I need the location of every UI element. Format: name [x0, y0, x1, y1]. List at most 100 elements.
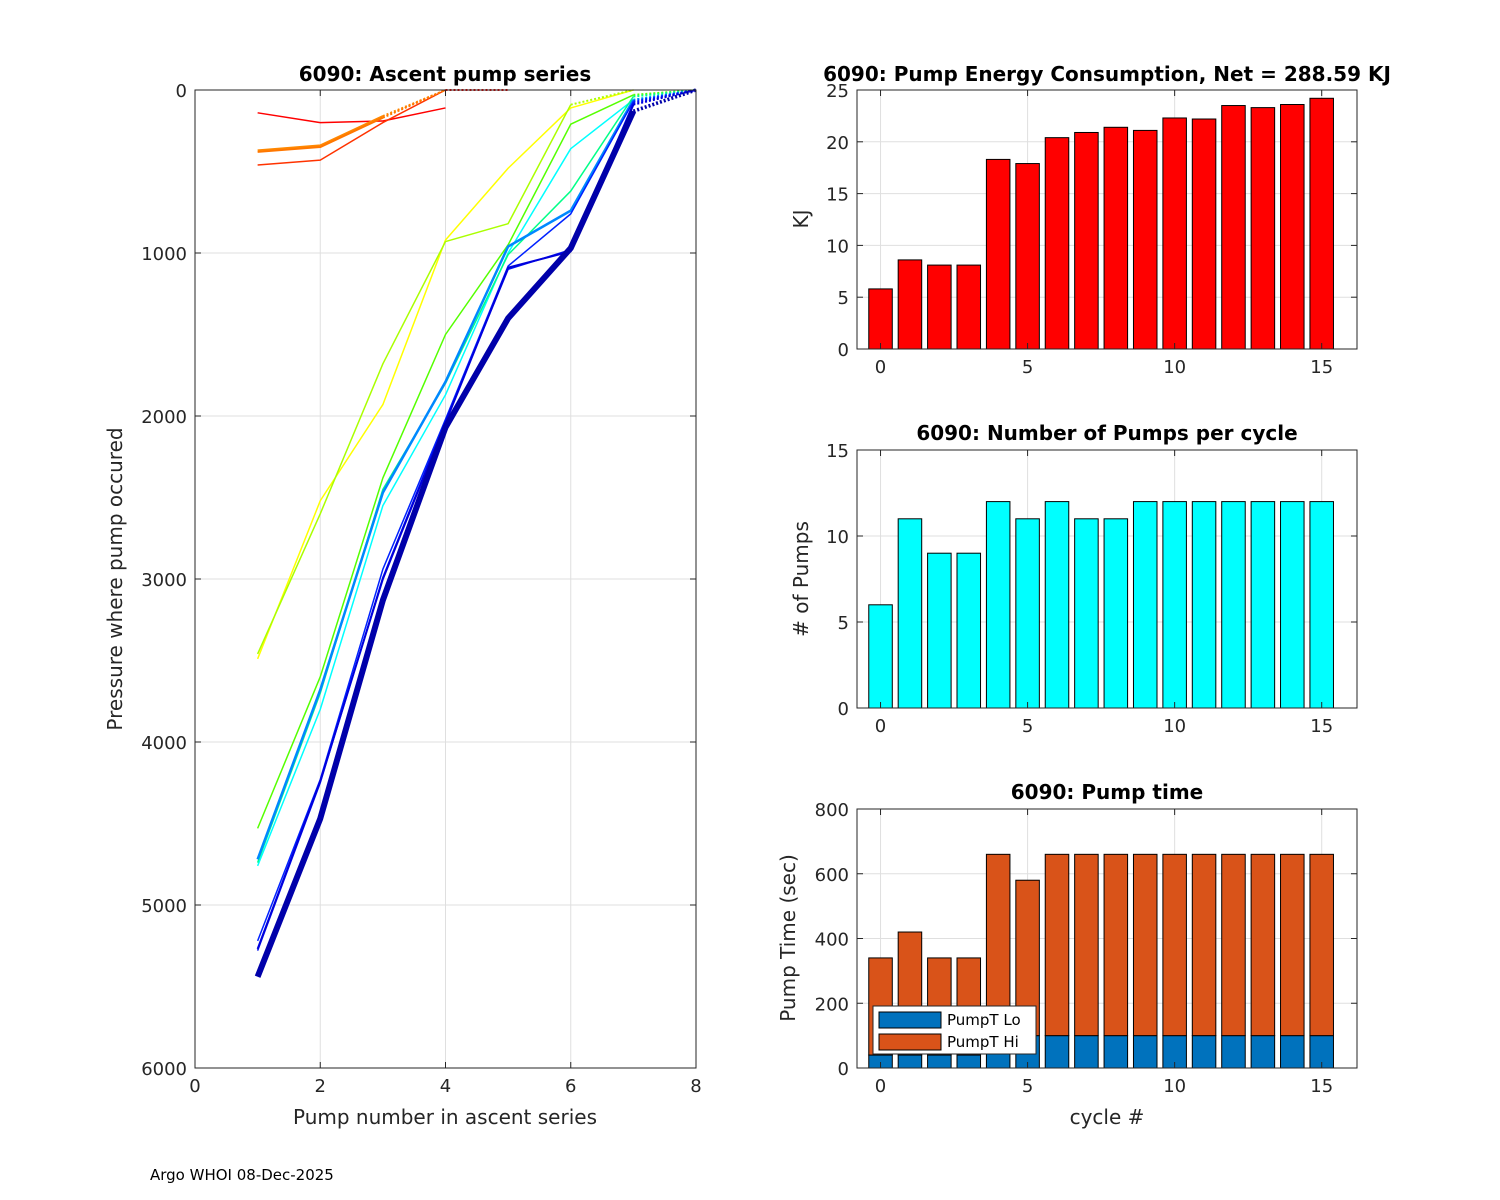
- bar: [1103, 126, 1129, 350]
- y-tick-label: 1000: [141, 244, 187, 265]
- x-tick-label: 0: [875, 357, 886, 378]
- bar-segment: [1221, 1035, 1246, 1069]
- bar: [1044, 137, 1070, 350]
- y-tick-label: 10: [826, 236, 849, 257]
- energy-axes: 6090: Pump Energy Consumption, Net = 288…: [789, 62, 1391, 378]
- series-line: [256, 99, 634, 867]
- bar-segment: [1074, 1035, 1099, 1069]
- bar-segment: [1221, 853, 1246, 1037]
- x-tick-label: 10: [1163, 1076, 1186, 1097]
- series-line: [256, 94, 634, 829]
- bar: [1309, 501, 1334, 709]
- legend-label-lo: PumpT Lo: [947, 1011, 1021, 1029]
- pumps-ylabel: # of Pumps: [789, 521, 813, 637]
- x-tick-label: 8: [690, 1076, 701, 1097]
- y-tick-label: 20: [826, 133, 849, 154]
- x-tick-label: 5: [1022, 357, 1033, 378]
- bar-segment: [1250, 1035, 1276, 1069]
- bar: [1162, 117, 1187, 350]
- x-tick-label: 15: [1310, 716, 1333, 737]
- series-line: [257, 116, 384, 153]
- bar: [1250, 501, 1276, 709]
- bar: [1250, 107, 1276, 350]
- legend-label-hi: PumpT Hi: [947, 1033, 1019, 1051]
- series-tail-dotted: [570, 89, 634, 106]
- bar: [868, 604, 893, 709]
- y-tick-label: 10: [826, 527, 849, 548]
- bar: [897, 259, 923, 350]
- series-line: [256, 104, 572, 655]
- pumptime-title: 6090: Pump time: [1011, 780, 1203, 804]
- x-tick-label: 2: [315, 1076, 326, 1097]
- bar: [927, 552, 952, 709]
- x-tick-label: 5: [1022, 716, 1033, 737]
- x-tick-label: 0: [875, 716, 886, 737]
- bar-segment: [897, 1054, 923, 1069]
- y-tick-label: 15: [826, 185, 849, 206]
- bar-segment: [1191, 1035, 1217, 1069]
- bar-segment: [1309, 853, 1334, 1037]
- bar: [956, 264, 982, 350]
- ascent-xlabel: Pump number in ascent series: [293, 1105, 597, 1129]
- y-tick-label: 800: [815, 800, 849, 821]
- x-tick-label: 0: [189, 1076, 200, 1097]
- bar-segment: [1044, 1035, 1070, 1069]
- y-tick-label: 5000: [141, 896, 187, 917]
- bar: [985, 158, 1011, 350]
- bar-segment: [927, 1054, 952, 1069]
- y-tick-label: 0: [838, 340, 849, 361]
- y-tick-label: 0: [838, 1059, 849, 1080]
- bar-segment: [1074, 853, 1099, 1037]
- bar-segment: [956, 1054, 982, 1069]
- series-tail-dotted: [382, 89, 446, 119]
- bar: [1221, 105, 1246, 350]
- bar: [1280, 501, 1305, 709]
- axes-frame: [856, 449, 1358, 709]
- x-tick-label: 15: [1310, 1076, 1333, 1097]
- pumptime-ylabel: Pump Time (sec): [776, 854, 800, 1022]
- bar: [1132, 129, 1158, 350]
- ascent-pump-axes: 6090: Ascent pump series Pump number in …: [103, 62, 702, 1129]
- y-tick-label: 600: [815, 865, 849, 886]
- bar-segment: [1162, 853, 1187, 1037]
- y-tick-label: 15: [826, 441, 849, 462]
- y-tick-label: 6000: [141, 1059, 187, 1080]
- bar-segment: [1132, 1035, 1158, 1069]
- bar: [1044, 501, 1070, 709]
- bar: [1280, 104, 1305, 350]
- bar-segment: [1132, 853, 1158, 1037]
- x-tick-label: 4: [440, 1076, 451, 1097]
- series-line: [257, 89, 446, 166]
- bar: [1162, 501, 1187, 709]
- bar: [1309, 97, 1334, 350]
- series-tail-dotted: [633, 89, 697, 106]
- x-tick-label: 6: [565, 1076, 576, 1097]
- y-tick-label: 5: [838, 613, 849, 634]
- series-tail-dotted: [632, 88, 697, 113]
- y-tick-label: 200: [815, 994, 849, 1015]
- legend-swatch-hi: [878, 1033, 942, 1051]
- footer-credit: Argo WHOI 08-Dec-2025: [150, 1166, 334, 1184]
- bar: [1221, 501, 1246, 709]
- y-tick-label: 4000: [141, 733, 187, 754]
- bar-segment: [1044, 853, 1070, 1037]
- bar-segment: [1103, 853, 1129, 1037]
- pumptime-xlabel: cycle #: [1070, 1105, 1145, 1129]
- y-tick-label: 0: [838, 699, 849, 720]
- pumptime-legend: PumpT Lo PumpT Hi: [872, 1005, 1037, 1055]
- bar: [1103, 518, 1129, 709]
- bar: [1015, 163, 1040, 350]
- bar: [956, 552, 982, 709]
- x-tick-label: 10: [1163, 357, 1186, 378]
- bar: [897, 518, 923, 709]
- bar: [927, 264, 952, 350]
- bar: [1074, 131, 1099, 350]
- series-line: [256, 89, 634, 660]
- series-line: [257, 115, 384, 152]
- bar-segment: [1280, 1035, 1305, 1069]
- x-tick-label: 0: [875, 1076, 886, 1097]
- bar-segment: [1250, 853, 1276, 1037]
- bar: [1191, 501, 1217, 709]
- y-tick-label: 3000: [141, 570, 187, 591]
